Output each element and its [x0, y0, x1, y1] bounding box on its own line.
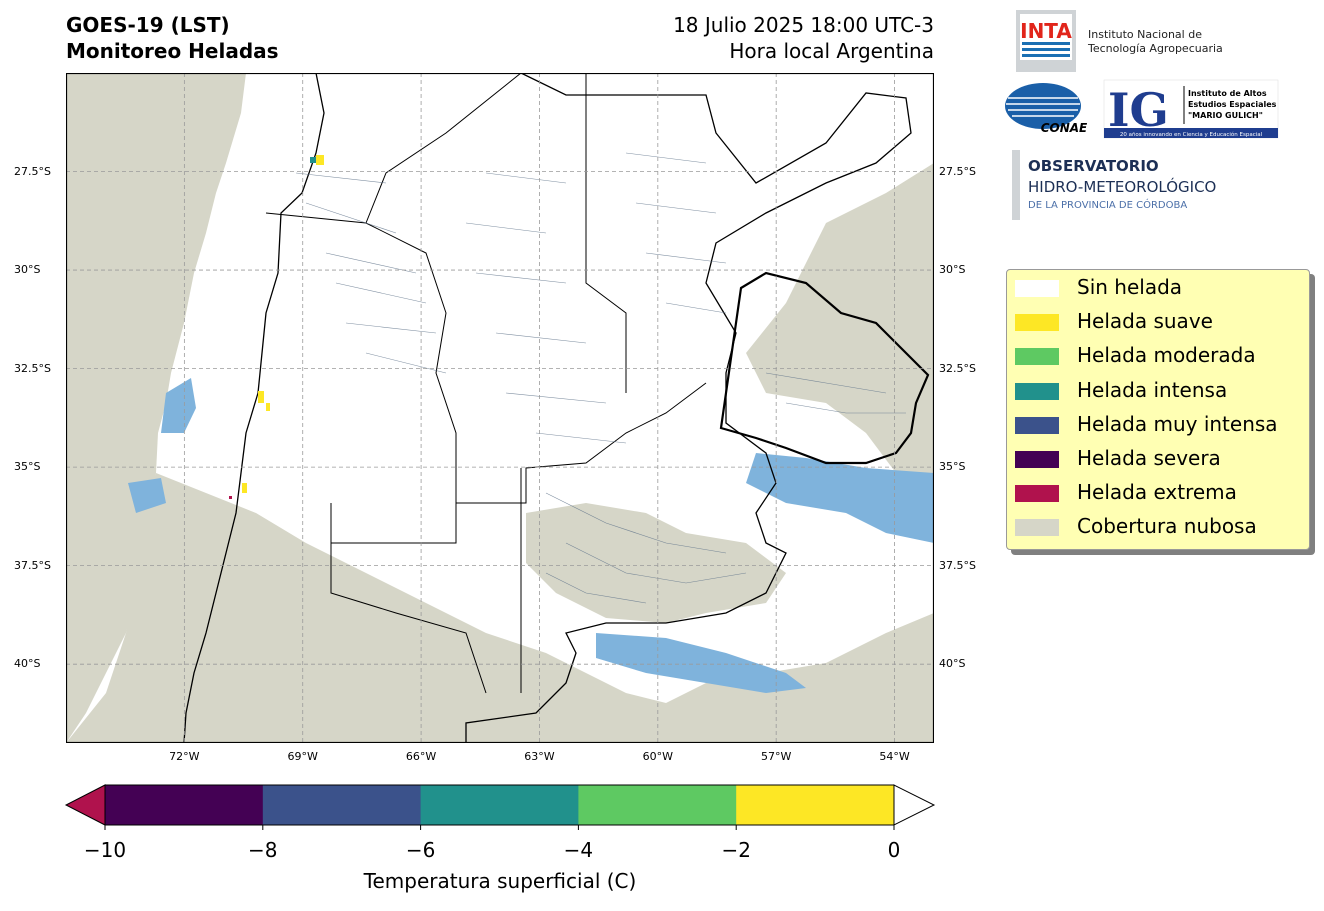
cloud-blue-chile-2 [128, 478, 166, 513]
frost-map [66, 73, 934, 743]
colorbar-over-extend [893, 784, 936, 826]
ig-line1: Instituto de Altos [1188, 89, 1267, 98]
inta-name-line2: Tecnología Agropecuaria [1087, 42, 1223, 55]
map-border [66, 73, 934, 743]
colorbar-label: Temperatura superficial (C) [363, 869, 637, 893]
lat-tick-label-left: 32.5°S [14, 361, 51, 375]
department-lines [295, 152, 906, 604]
colorbar-tick-label: −8 [248, 838, 278, 862]
obs-line1: OBSERVATORIO [1028, 157, 1159, 175]
legend-swatch [1015, 416, 1059, 434]
frost-speck-5 [242, 483, 247, 493]
legend-label: Helada extrema [1077, 480, 1237, 505]
frost-speck-2 [310, 157, 316, 163]
lon-tick-label: 57°W [760, 750, 792, 763]
colorbar-under-extend [64, 784, 106, 826]
colorbar-segment [262, 785, 422, 825]
legend-swatch [1015, 314, 1059, 332]
logos-svg: INTA Instituto Nacional de Tecnología Ag… [1005, 10, 1279, 220]
cloud-blue-chile-1 [161, 378, 196, 433]
map-legend: Sin helada Helada suave Helada moderada Hel… [1006, 269, 1310, 550]
province-borders [265, 73, 707, 694]
lat-tick-label-right: 37.5°S [939, 558, 976, 572]
cloud-blue-ocean [746, 453, 934, 543]
colorbar [64, 784, 936, 830]
map-gridlines [66, 73, 934, 743]
frost-speck-4 [266, 403, 270, 411]
ig-logo: IG Instituto de Altos Estudios Espaciale… [1103, 79, 1279, 139]
legend-label: Helada moderada [1077, 343, 1256, 368]
lat-tick-label-left: 27.5°S [14, 164, 51, 178]
legend-swatch [1015, 280, 1059, 297]
lat-tick-label-right: 35°S [939, 460, 966, 474]
inta-name-line1: Instituto Nacional de [1088, 28, 1202, 41]
legend-swatch [1015, 348, 1059, 366]
lon-tick-label: 63°W [524, 750, 555, 763]
legend-label: Helada suave [1077, 309, 1213, 334]
inta-logo: INTA Instituto Nacional de Tecnología Ag… [1016, 10, 1223, 72]
obs-line3: DE LA PROVINCIA DE CÓRDOBA [1028, 198, 1187, 211]
province-entre-rios [719, 271, 930, 465]
legend-swatch [1015, 485, 1059, 503]
conae-mark: CONAE [1041, 121, 1088, 135]
legend-label: Helada severa [1077, 446, 1221, 470]
lat-tick-label-left: 37.5°S [14, 558, 51, 572]
legend-swatch [1015, 519, 1059, 537]
lat-tick-label-right: 27.5°S [939, 164, 976, 178]
legend-label: Sin helada [1077, 275, 1183, 299]
lon-tick-label: 54°W [879, 750, 910, 763]
lat-tick-label-left: 40°S [14, 657, 41, 671]
map-datetime: 18 Julio 2025 18:00 UTC-3 Hora local Arg… [600, 12, 934, 64]
colorbar-tick-label: −4 [563, 838, 594, 862]
colorbar-frame [104, 784, 895, 826]
title-line-2: Monitoreo Heladas [66, 39, 279, 63]
cloud-area-buenos-aires [526, 503, 786, 623]
inta-mark: INTA [1020, 19, 1072, 43]
obs-line2: HIDRO-METEOROLÓGICO [1028, 177, 1216, 196]
colorbar-tick-label: −2 [721, 838, 751, 862]
lon-tick-label: 69°W [287, 750, 318, 763]
legend-swatch [1015, 382, 1059, 400]
title-line-1: GOES-19 (LST) [66, 13, 230, 37]
lat-tick-label-right: 32.5°S [939, 361, 976, 375]
legend-swatch [1015, 451, 1059, 468]
lon-tick-label: 72°W [169, 750, 200, 763]
lat-tick-label-right: 30°S [939, 263, 966, 277]
frost-speck-6 [229, 496, 232, 499]
cloud-area-west [66, 73, 246, 743]
time-note: Hora local Argentina [729, 39, 934, 63]
legend-label: Helada muy intensa [1077, 411, 1278, 436]
logos-panel: INTA Instituto Nacional de Tecnología Ag… [1000, 4, 1320, 234]
frost-speck-1 [316, 155, 324, 165]
lon-tick-label: 60°W [642, 750, 673, 763]
colorbar-segment [736, 785, 895, 825]
date-line: 18 Julio 2025 18:00 UTC-3 [673, 13, 934, 37]
colorbar-tick-label: −6 [405, 838, 436, 862]
cloud-area-south [66, 473, 934, 743]
colorbar-segment [420, 785, 579, 825]
lat-tick-label-right: 40°S [939, 657, 966, 671]
lat-tick-label-left: 35°S [14, 460, 41, 474]
legend-label: Cobertura nubosa [1077, 514, 1257, 539]
cloud-blue-south [596, 633, 806, 693]
colorbar-tick-label: −10 [83, 838, 127, 862]
colorbar-segment [105, 785, 264, 825]
ig-line3: "MARIO GULICH" [1188, 111, 1263, 120]
conae-logo: CONAE [1005, 83, 1088, 135]
lon-tick-label: 66°W [405, 750, 437, 763]
legend-label: Helada intensa [1077, 377, 1228, 402]
lat-tick-label-left: 30°S [14, 263, 41, 277]
map-title: GOES-19 (LST) Monitoreo Heladas [66, 12, 279, 64]
frost-speck-3 [258, 391, 264, 403]
ig-tagline: 20 años innovando en Ciencia y Educación… [1120, 131, 1263, 138]
ig-line2: Estudios Espaciales [1188, 100, 1277, 109]
colorbar-segment [578, 785, 737, 825]
cloud-area-northeast [746, 163, 934, 493]
colorbar-tick-label: 0 [887, 838, 901, 862]
observatorio-logo: OBSERVATORIO HIDRO-METEOROLÓGICO DE LA P… [1012, 150, 1216, 220]
